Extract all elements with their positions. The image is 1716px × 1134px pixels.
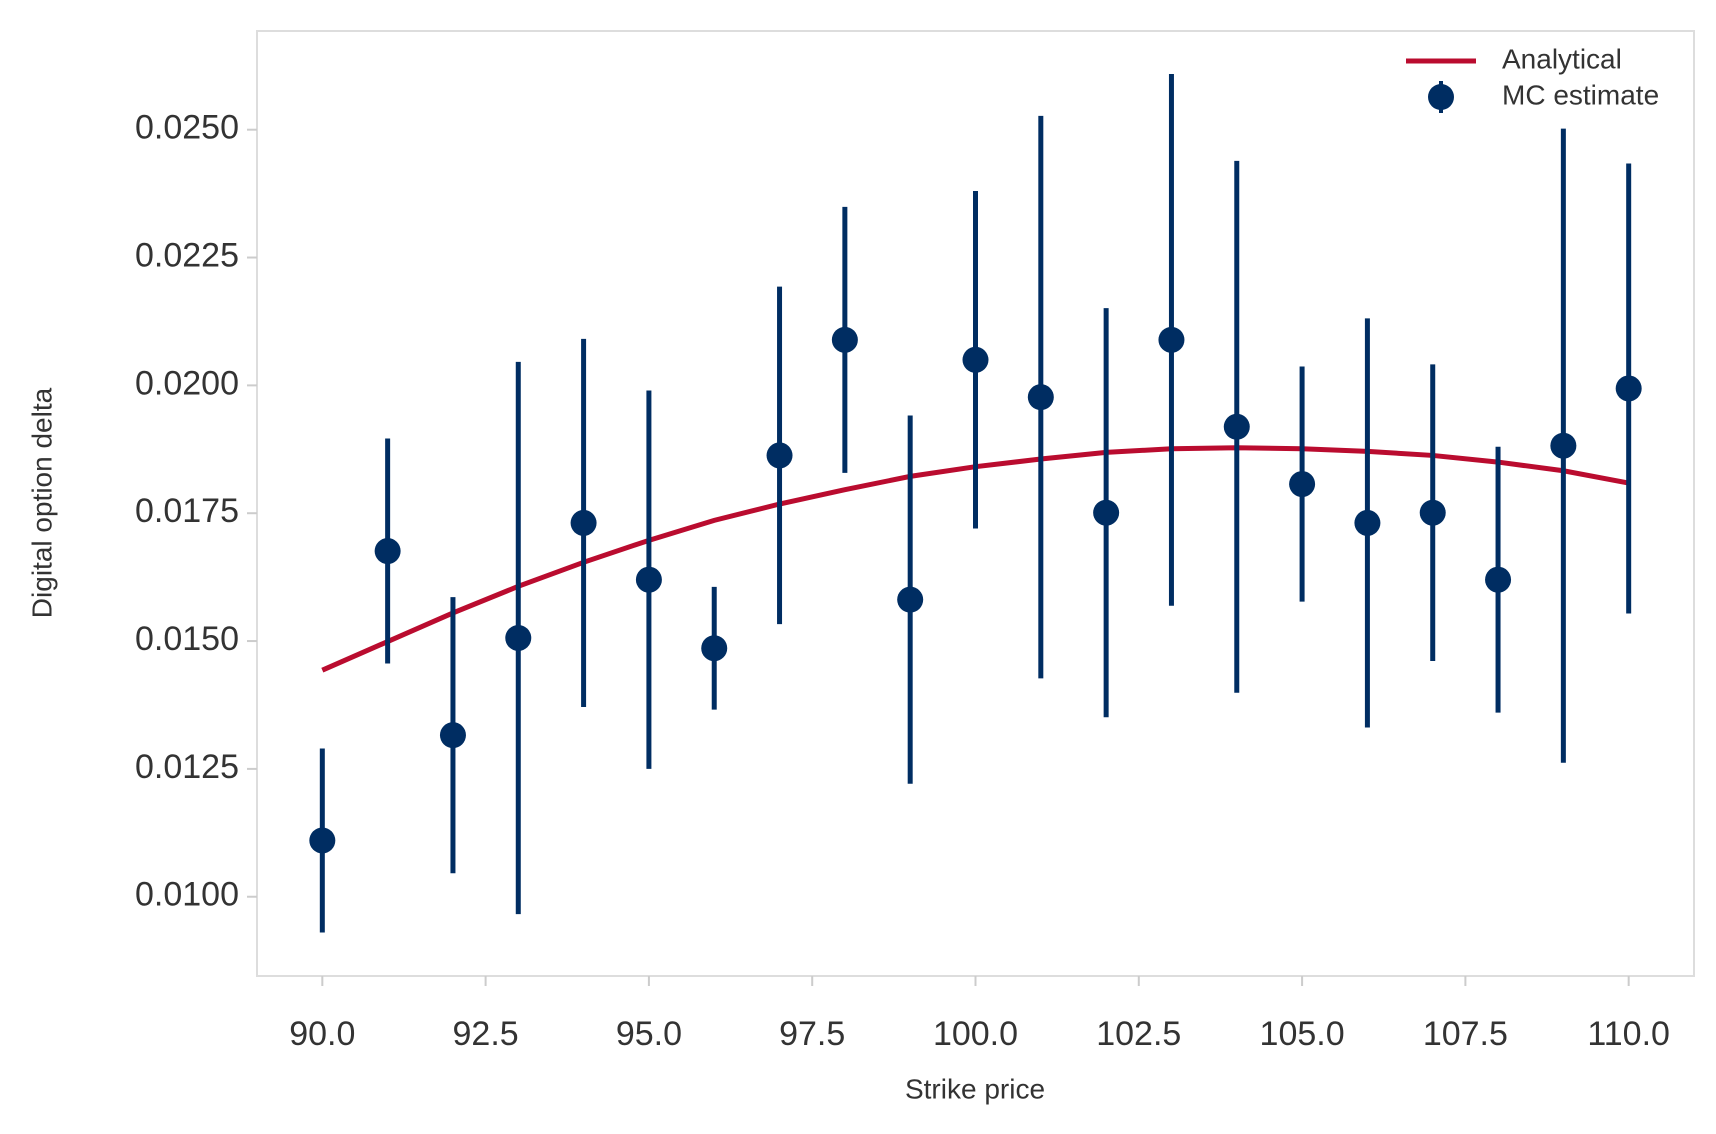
x-tick-label: 95.0: [616, 1015, 682, 1053]
mc-point: [1550, 432, 1577, 459]
mc-point: [1223, 413, 1250, 440]
x-tick-label: 100.0: [933, 1015, 1018, 1053]
mc-point: [439, 722, 466, 749]
x-axis-label: Strike price: [905, 1073, 1045, 1104]
x-tick-label: 90.0: [289, 1015, 355, 1053]
x-tick-label: 92.5: [453, 1015, 519, 1053]
mc-point: [1289, 471, 1316, 498]
mc-point: [1027, 384, 1054, 411]
x-tick-label: 105.0: [1260, 1015, 1345, 1053]
y-tick-label: 0.0175: [135, 492, 239, 530]
y-tick-label: 0.0100: [135, 876, 239, 914]
mc-point: [635, 566, 662, 593]
mc-point: [897, 586, 924, 613]
legend-label: Analytical: [1502, 43, 1622, 74]
mc-point: [701, 635, 728, 662]
mc-point: [570, 509, 597, 536]
y-tick-label: 0.0125: [135, 748, 239, 786]
x-tick-label: 107.5: [1423, 1015, 1508, 1053]
mc-point: [962, 346, 989, 373]
mc-point: [1093, 499, 1120, 526]
mc-point: [1615, 375, 1642, 402]
mc-point: [1485, 566, 1512, 593]
mc-point: [1158, 326, 1185, 353]
y-tick-label: 0.0150: [135, 620, 239, 658]
y-tick-label: 0.0250: [135, 109, 239, 147]
x-tick-label: 97.5: [779, 1015, 845, 1053]
legend-label: MC estimate: [1502, 79, 1659, 110]
mc-point: [831, 326, 858, 353]
y-axis-label: Digital option delta: [26, 387, 57, 618]
y-tick-label: 0.0225: [135, 237, 239, 275]
mc-point: [766, 442, 793, 469]
mc-point: [1354, 509, 1381, 536]
mc-point: [309, 827, 336, 854]
y-tick-label: 0.0200: [135, 364, 239, 402]
legend-swatch: [1428, 84, 1454, 110]
mc-point: [1419, 499, 1446, 526]
mc-point: [505, 624, 532, 651]
x-tick-label: 110.0: [1587, 1015, 1670, 1053]
x-tick-label: 102.5: [1096, 1015, 1181, 1053]
mc-point: [374, 538, 401, 565]
